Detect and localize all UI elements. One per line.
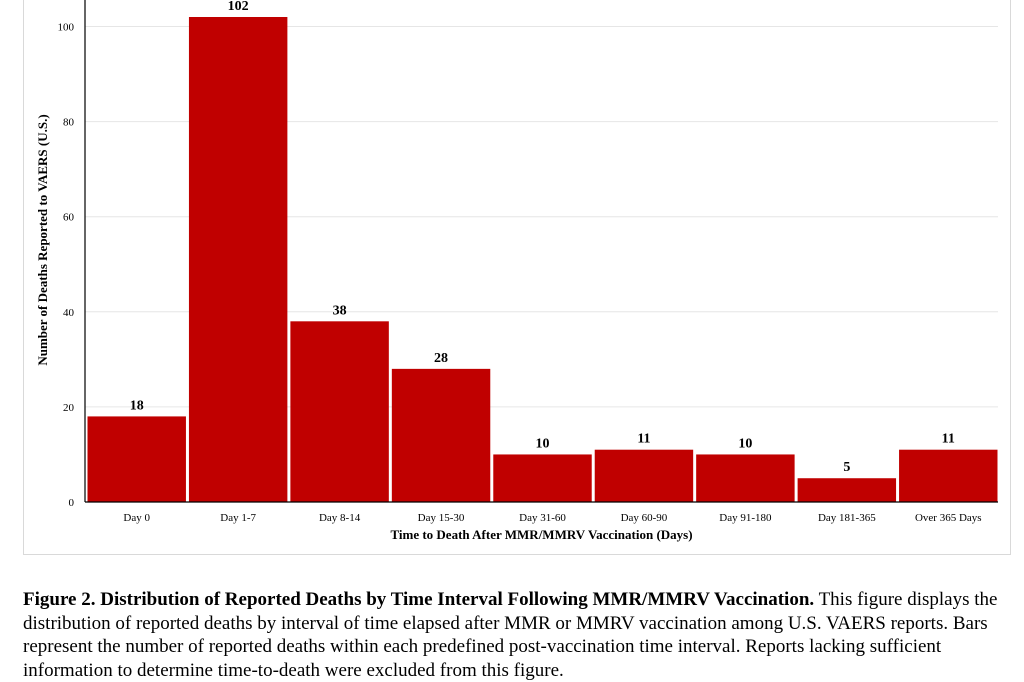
data-label: 18 bbox=[130, 398, 144, 413]
data-labels: 18 102 38 28 10 11 10 5 11 bbox=[130, 0, 955, 475]
data-label: 11 bbox=[942, 432, 955, 447]
figure-caption: Figure 2. Distribution of Reported Death… bbox=[23, 588, 1013, 682]
y-tick-label: 40 bbox=[63, 307, 75, 319]
data-label: 28 bbox=[434, 351, 448, 366]
y-tick-label: 80 bbox=[63, 117, 75, 129]
bar bbox=[188, 17, 288, 502]
y-tick-label: 0 bbox=[69, 497, 75, 509]
x-tick-label: Day 1-7 bbox=[220, 512, 256, 524]
x-tick-label: Day 181-365 bbox=[818, 512, 876, 524]
x-tick-label: Day 15-30 bbox=[418, 512, 465, 524]
y-tick-label: 100 bbox=[58, 22, 75, 34]
x-tick-label: Day 0 bbox=[123, 512, 150, 524]
x-tick-label: Day 31-60 bbox=[519, 512, 566, 524]
bar bbox=[290, 321, 389, 502]
bar bbox=[87, 416, 186, 502]
caption-title: Figure 2. Distribution of Reported Death… bbox=[23, 589, 815, 610]
y-tick-label: 20 bbox=[63, 402, 75, 414]
y-tick-label: 60 bbox=[63, 212, 75, 224]
x-axis-label: Time to Death After MMR/MMRV Vaccination… bbox=[390, 527, 692, 542]
bar bbox=[391, 368, 491, 502]
x-tick-label: Day 60-90 bbox=[621, 512, 668, 524]
bar bbox=[493, 454, 592, 502]
y-axis-label: Number of Deaths Reported to VAERS (U.S.… bbox=[35, 114, 50, 365]
y-tick-labels: 0 20 40 60 80 100 bbox=[58, 22, 75, 509]
caption-body: This figure displays the distribution of… bbox=[23, 589, 998, 681]
data-label: 38 bbox=[333, 303, 347, 318]
x-tick-label: Over 365 Days bbox=[915, 512, 982, 524]
data-label: 102 bbox=[228, 0, 249, 14]
bar bbox=[594, 449, 694, 502]
data-label: 10 bbox=[738, 436, 752, 451]
x-tick-label: Day 91-180 bbox=[719, 512, 772, 524]
bar bbox=[899, 449, 998, 502]
x-tick-labels: Day 0 Day 1-7 Day 8-14 Day 15-30 Day 31-60 Da… bbox=[123, 512, 981, 524]
x-tick-label: Day 8-14 bbox=[319, 512, 361, 524]
bars bbox=[87, 17, 998, 502]
bar bbox=[797, 478, 897, 502]
data-label: 10 bbox=[536, 436, 550, 451]
data-label: 11 bbox=[637, 432, 650, 447]
data-label: 5 bbox=[843, 460, 850, 475]
bar bbox=[696, 454, 795, 502]
